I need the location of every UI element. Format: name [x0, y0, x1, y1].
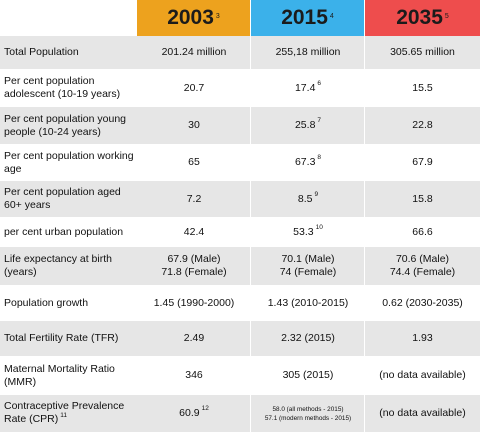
row-label: Per cent population working age	[4, 149, 134, 175]
cell-2015: 58.0 (all methods - 2015) 57.1 (modern m…	[251, 395, 365, 432]
header-year: 2015	[281, 6, 328, 29]
cell-2015: 53.3 10	[251, 217, 365, 247]
table-row: Maternal Mortality Ratio (MMR) 346 305 (…	[0, 356, 480, 395]
cell-2035: 15.5	[412, 81, 433, 94]
cell-2003: 30	[188, 119, 200, 131]
cell-2035: 305.65 million	[390, 46, 455, 58]
cell-2015: 17.4 6	[251, 69, 365, 107]
cell-2035: 70.6 (Male) 74.4 (Female)	[365, 247, 480, 285]
footnote-marker: 12	[201, 405, 209, 412]
header-row: 2003 3 2015 4 2035 5	[0, 0, 480, 41]
header-year: 2003	[167, 6, 214, 29]
cell-2003: 65	[188, 156, 200, 168]
cell-line-female: 74.4 (Female)	[389, 266, 456, 278]
row-label: Total Population	[4, 46, 79, 58]
cell-2035: 15.8	[412, 192, 433, 205]
cell-2015: 70.1 (Male) 74 (Female)	[251, 247, 365, 285]
table-row: Life expectancy at birth (years) 67.9 (M…	[0, 247, 480, 285]
row-label: Per cent population adolescent (10-19 ye…	[4, 75, 121, 100]
footnote-marker: 6	[317, 79, 322, 87]
cell-2003: 42.4	[183, 225, 205, 238]
footnote-marker: 10	[315, 223, 323, 231]
row-label: Population growth	[4, 296, 89, 309]
header-year: 2035	[396, 6, 443, 29]
row-label-cell: Contraceptive Prevalence Rate (CPR) 11	[0, 395, 137, 432]
cell-2003: 2.49	[183, 332, 205, 344]
cell-2035: 22.8	[412, 119, 433, 131]
column-divider	[364, 0, 365, 432]
cell-line-female: 71.8 (Female)	[161, 266, 227, 278]
row-label: Life expectancy at birth (years)	[4, 253, 112, 278]
row-label-text: Contraceptive Prevalence Rate (CPR)	[4, 400, 125, 425]
cell-line-modern-methods: 57.1 (modern methods - 2015)	[264, 414, 352, 422]
cell-2035: (no data available)	[379, 369, 466, 381]
footnote-marker: 9	[314, 190, 319, 198]
cell-2035: (no data available)	[379, 407, 466, 419]
cell-2015: 67.3 8	[251, 144, 365, 181]
cell-line-male: 70.6 (Male)	[395, 253, 450, 265]
footnote-marker: 8	[317, 154, 322, 161]
cell-2015: 8.5 9	[251, 181, 365, 217]
cell-2035: 66.6	[412, 225, 433, 238]
footnote-marker: 7	[317, 117, 322, 124]
column-divider	[250, 0, 251, 432]
cell-2015: 255,18 million	[275, 46, 341, 58]
cell-2015: 2.32 (2015)	[281, 332, 335, 344]
cell-2003: 67.9 (Male) 71.8 (Female)	[137, 247, 251, 285]
row-label: Maternal Mortality Ratio (MMR)	[4, 362, 115, 388]
table-row: Total Population 201.24 million 255,18 m…	[0, 36, 480, 69]
cell-2035: 0.62 (2030-2035)	[382, 296, 463, 309]
cell-value: 67.3	[294, 156, 316, 168]
footnote-marker: 11	[60, 412, 68, 419]
cell-2003: 60.9 12	[137, 395, 251, 432]
table-row: Per cent population adolescent (10-19 ye…	[0, 69, 480, 107]
cell-value: 8.5	[297, 192, 313, 205]
table-row: Per cent population aged 60+ years 7.2 8…	[0, 181, 480, 217]
cell-2035: 67.9	[412, 156, 433, 168]
header-2015: 2015 4	[251, 0, 364, 41]
header-2003: 2003 3	[137, 0, 250, 41]
cell-value: 53.3	[293, 225, 314, 238]
table-row: Total Fertility Rate (TFR) 2.49 2.32 (20…	[0, 321, 480, 356]
cell-line-male: 67.9 (Male)	[167, 253, 221, 265]
row-label: Contraceptive Prevalence Rate (CPR) 11	[4, 400, 137, 427]
cell-2003: 7.2	[186, 192, 202, 205]
cell-2015: 1.43 (2010-2015)	[267, 296, 349, 309]
cell-line-female: 74 (Female)	[279, 266, 337, 278]
row-label: Total Fertility Rate (TFR)	[4, 332, 119, 344]
cell-2003: 20.7	[183, 81, 205, 94]
row-label: Per cent population young people (10-24 …	[4, 112, 127, 138]
row-label: Per cent population aged 60+ years	[4, 186, 121, 211]
header-footnote: 4	[329, 12, 334, 20]
cell-value: 17.4	[294, 81, 316, 94]
cell-2003: 1.45 (1990-2000)	[153, 296, 235, 309]
row-label: per cent urban population	[4, 225, 124, 238]
table-row: per cent urban population 42.4 53.3 10 66…	[0, 217, 480, 247]
table-row: Contraceptive Prevalence Rate (CPR) 11 60…	[0, 395, 480, 432]
table-row: Per cent population working age 65 67.3 8…	[0, 144, 480, 181]
cell-line-male: 70.1 (Male)	[281, 253, 335, 265]
cell-value: 60.9	[179, 407, 200, 419]
header-2035: 2035 5	[365, 0, 480, 41]
cell-line-all-methods: 58.0 (all methods - 2015)	[272, 405, 344, 413]
header-footnote: 5	[444, 12, 449, 20]
cell-2003: 346	[185, 369, 203, 381]
header-footnote: 3	[215, 12, 220, 20]
cell-2035: 1.93	[412, 332, 433, 344]
cell-2003: 201.24 million	[161, 46, 227, 58]
cell-2015: 25.8 7	[251, 107, 365, 144]
cell-2015: 305 (2015)	[282, 369, 334, 381]
table-row: Population growth 1.45 (1990-2000) 1.43 …	[0, 285, 480, 321]
cell-value: 25.8	[294, 119, 316, 131]
table-row: Per cent population young people (10-24 …	[0, 107, 480, 144]
